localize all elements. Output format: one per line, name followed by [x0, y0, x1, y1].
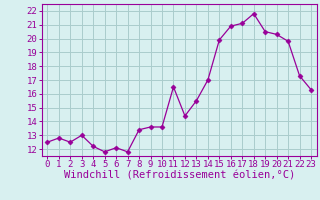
X-axis label: Windchill (Refroidissement éolien,°C): Windchill (Refroidissement éolien,°C): [64, 171, 295, 181]
